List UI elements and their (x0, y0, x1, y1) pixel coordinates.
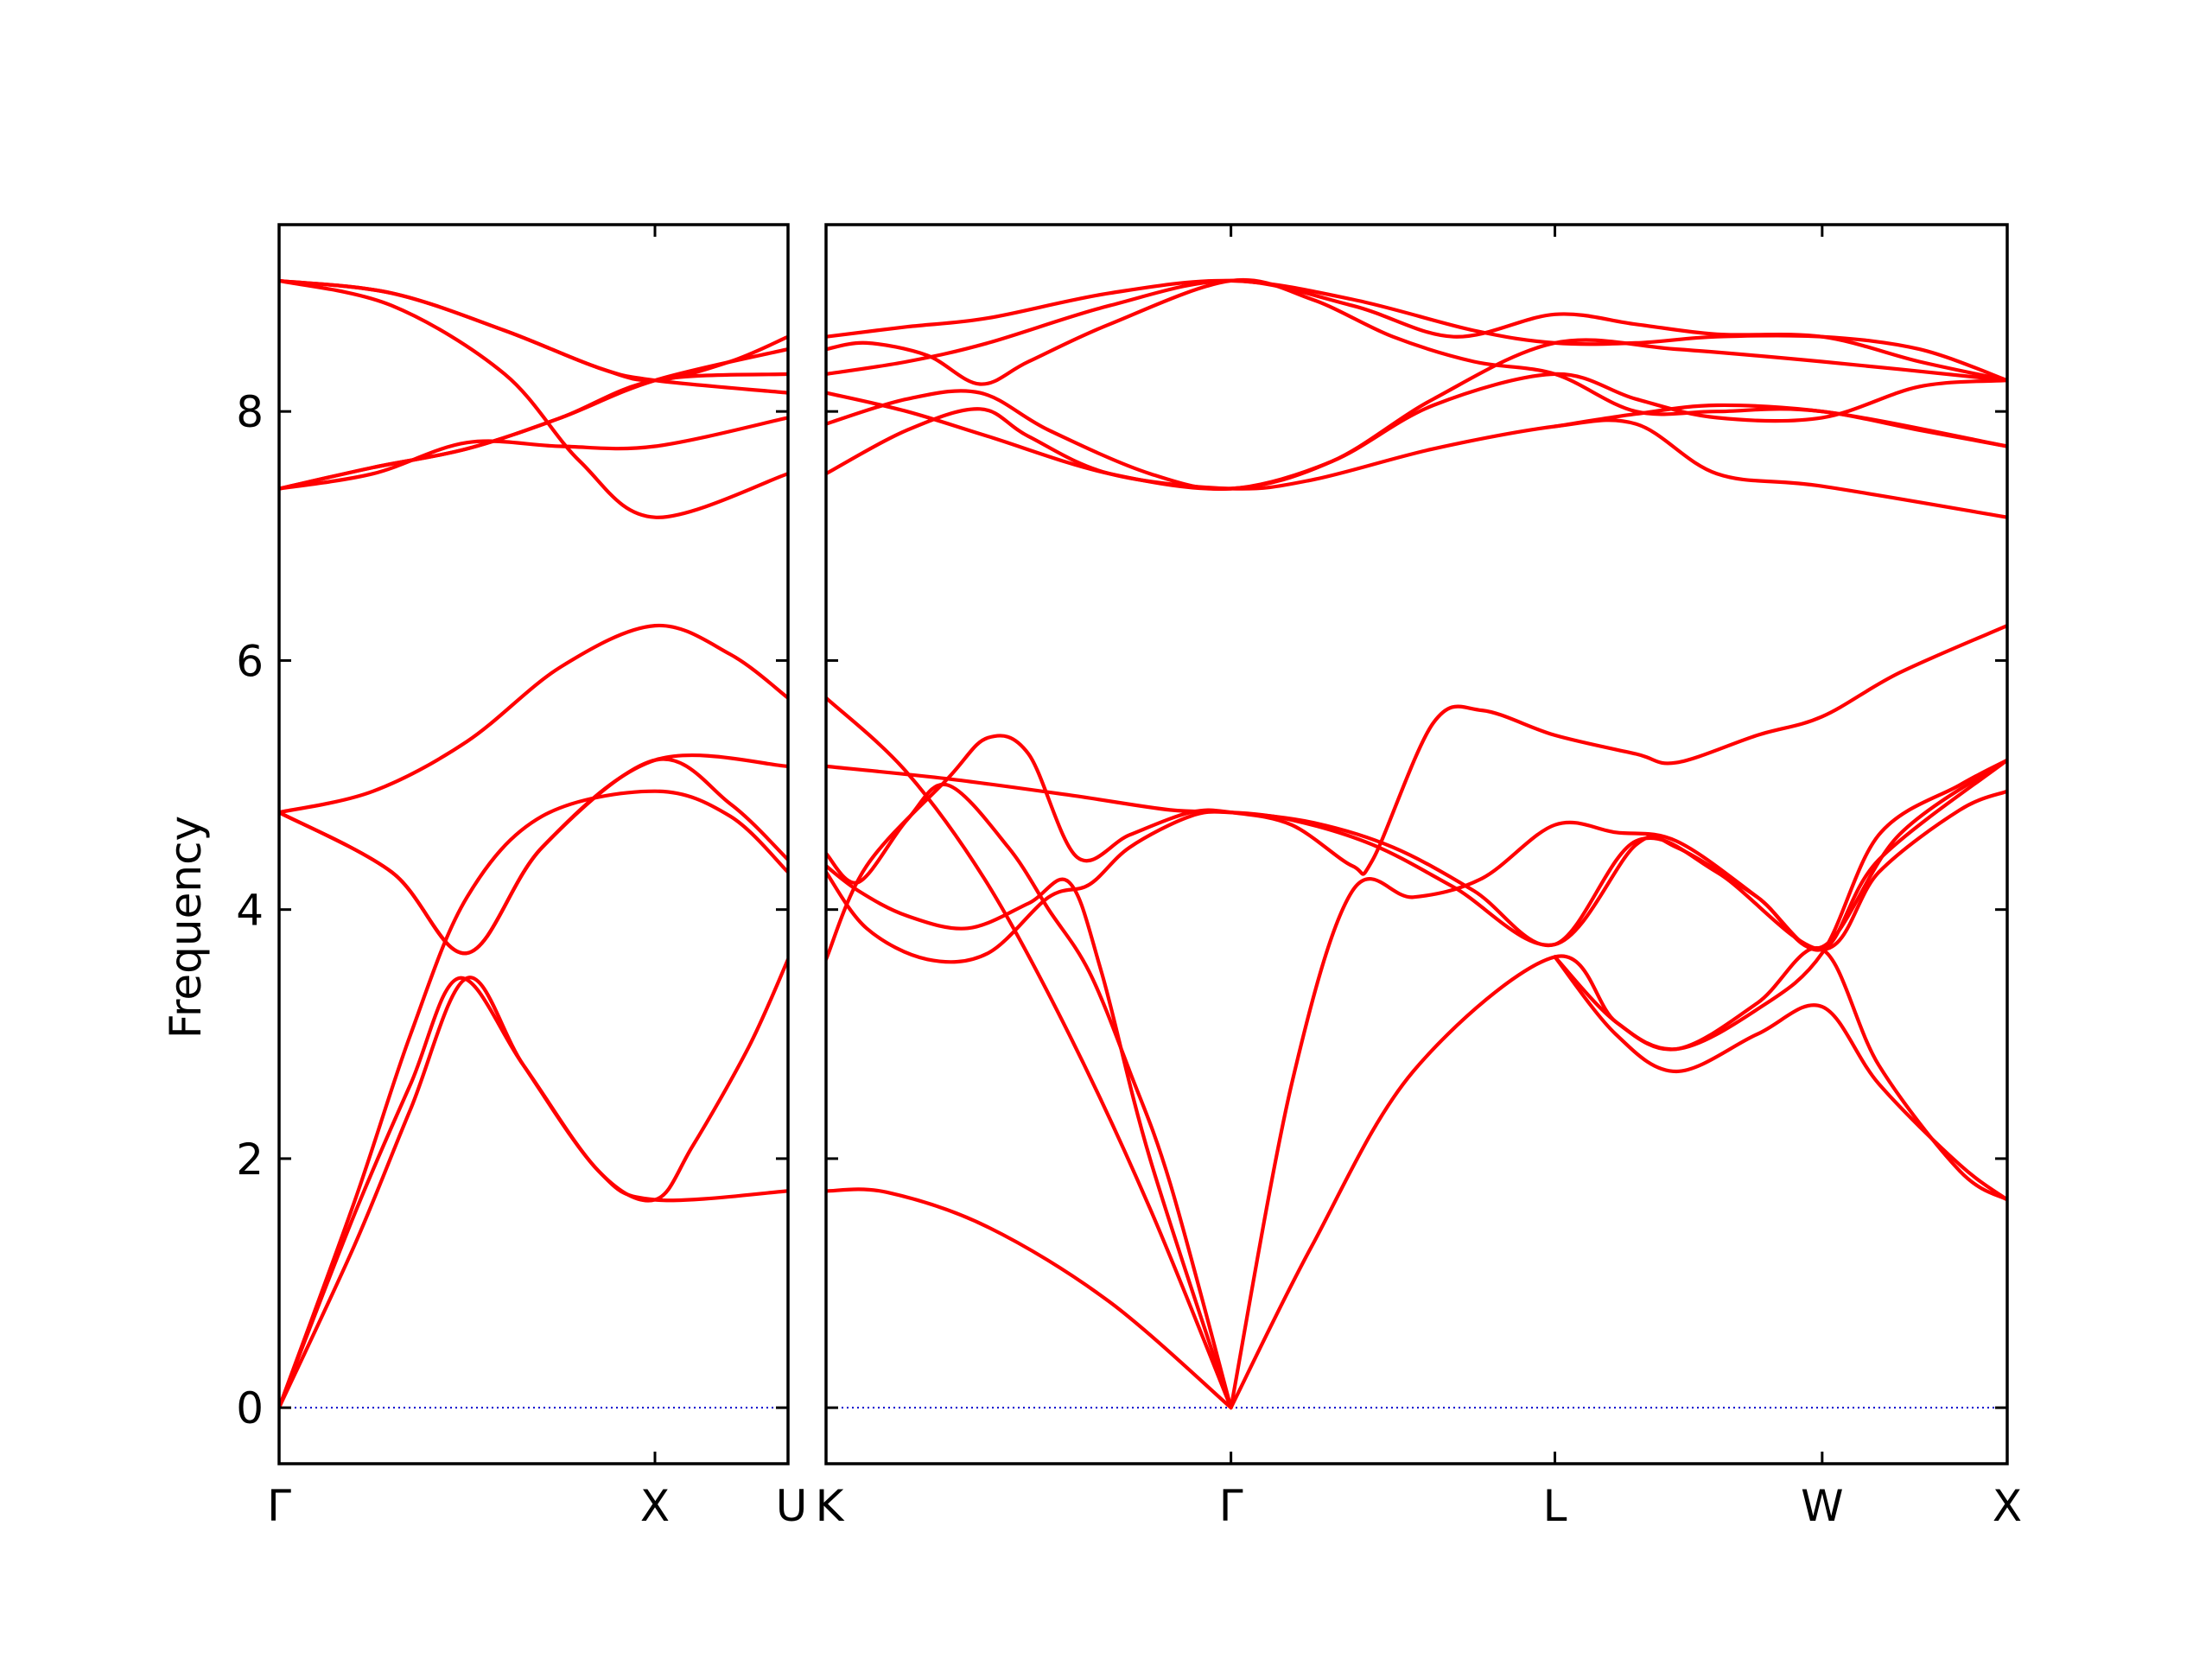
y-tick-label: 4 (236, 886, 264, 936)
y-tick-label: 6 (236, 636, 264, 686)
band-right-10 (1553, 946, 2007, 1202)
x-tick-label: X (640, 1481, 670, 1531)
band-right-11 (826, 407, 2007, 519)
band-left-5 (279, 623, 788, 815)
x-tick-label: Γ (1219, 1481, 1243, 1531)
band-right-9 (1553, 955, 2007, 1202)
band-right-15 (826, 278, 2007, 383)
band-right-14 (826, 277, 2007, 448)
band-left-8 (279, 278, 788, 519)
band-left-10 (279, 278, 788, 383)
x-tick-label: K (816, 1481, 845, 1531)
band-right-17 (1553, 403, 2007, 448)
x-tick-label: W (1801, 1481, 1843, 1531)
band-left-6 (279, 416, 788, 491)
y-tick-label: 2 (236, 1135, 264, 1185)
band-right-7 (1229, 758, 2007, 1410)
band-left-0 (279, 976, 788, 1410)
band-right-13 (826, 372, 2007, 492)
bands-left (279, 278, 788, 1410)
band-right-2 (826, 624, 2007, 962)
y-tick-label: 0 (236, 1383, 264, 1433)
band-left-4 (279, 757, 788, 956)
y-axis-label: Frequency (161, 816, 211, 1039)
band-right-0 (826, 1187, 1233, 1410)
band-right-4 (826, 782, 1233, 1410)
band-right-5 (826, 864, 1233, 1410)
band-right-1 (826, 696, 1233, 1410)
band-left-2 (279, 789, 788, 1410)
x-tick-label: X (1993, 1481, 2022, 1531)
band-right-3 (826, 764, 2007, 951)
plot-frame-left (277, 223, 790, 1465)
x-tick-label: U (776, 1481, 808, 1531)
x-tick-label: Γ (267, 1481, 291, 1531)
band-left-11 (279, 372, 788, 491)
bands-right (826, 277, 2007, 1410)
plot-frame-right (824, 223, 2009, 1465)
panel-left: 0 2 4 6 8 Γ X U (236, 223, 808, 1531)
band-right-6 (826, 758, 2007, 964)
band-left-7 (279, 347, 788, 491)
band-right-16 (826, 278, 2007, 383)
band-left-1 (279, 957, 788, 1410)
y-tick-label: 8 (236, 387, 264, 437)
x-tick-label: L (1543, 1481, 1567, 1531)
